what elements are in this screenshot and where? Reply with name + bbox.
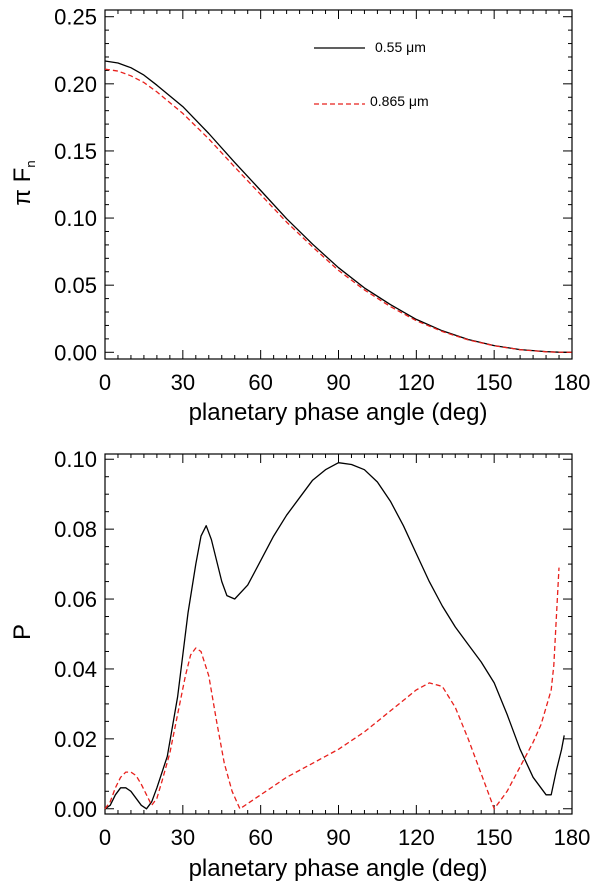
- x-tick-label-bottom: 180: [554, 825, 591, 850]
- y-axis-title-sub-top: n: [23, 160, 38, 167]
- series-line-bottom-0.865um: [104, 567, 560, 810]
- legend-label-0.55: 0.55 μm: [375, 39, 426, 55]
- y-tick-label-top: 0.20: [54, 72, 97, 97]
- y-tick-label-top: 0.05: [54, 273, 97, 298]
- y-tick-label-bottom: 0.04: [54, 657, 97, 682]
- y-tick-label-top: 0.10: [54, 206, 97, 231]
- x-tick-label-bottom: 0: [99, 825, 111, 850]
- y-tick-label-bottom: 0.08: [54, 517, 97, 542]
- y-axis-title-bottom: P: [9, 624, 36, 640]
- series-group-bottom: [104, 462, 565, 810]
- x-tick-label-bottom: 30: [171, 825, 195, 850]
- x-tick-label-bottom: 150: [476, 825, 513, 850]
- x-tick-label-top: 60: [248, 370, 272, 395]
- series-line-bottom-0.55um: [104, 462, 565, 810]
- x-axis-title-bottom: planetary phase angle (deg): [189, 855, 488, 882]
- x-tick-labels-bottom: 0 30 60 90 120 150 180: [99, 825, 590, 850]
- x-tick-label-top: 180: [554, 370, 591, 395]
- x-tick-label-top: 30: [171, 370, 195, 395]
- x-tick-label-bottom: 60: [248, 825, 272, 850]
- ticks-bottom: [104, 454, 573, 814]
- x-tick-label-bottom: 90: [326, 825, 350, 850]
- y-tick-label-top: 0.15: [54, 139, 97, 164]
- ticks-top: [104, 10, 573, 359]
- series-line-top-0.865um: [104, 68, 573, 353]
- svg-text:π Fn: π Fn: [9, 160, 38, 205]
- y-axis-title-top: π Fn: [9, 160, 38, 205]
- y-tick-label-top: 0.25: [54, 5, 97, 30]
- x-tick-labels-top: 0 30 60 90 120 150 180: [99, 370, 590, 395]
- legend: 0.55 μm 0.865 μm: [314, 39, 429, 109]
- y-tick-labels-top: 0.00 0.05 0.10 0.15 0.20 0.25: [54, 5, 97, 366]
- y-axis-title-main-top: π F: [9, 168, 36, 206]
- plot-frame-bottom: [104, 453, 573, 815]
- y-tick-labels-bottom: 0.00 0.02 0.04 0.06 0.08 0.10: [54, 447, 97, 822]
- y-tick-label-bottom: 0.02: [54, 727, 97, 752]
- x-tick-label-top: 0: [99, 370, 111, 395]
- legend-label-0.865: 0.865 μm: [370, 93, 429, 109]
- y-tick-label-bottom: 0.06: [54, 587, 97, 612]
- x-tick-label-top: 120: [398, 370, 435, 395]
- series-line-top-0.55um: [104, 60, 573, 353]
- y-tick-label-bottom: 0.00: [54, 797, 97, 822]
- plot-frame-top: [104, 9, 573, 360]
- x-tick-label-top: 90: [326, 370, 350, 395]
- panel-bottom-polarization: 0 30 60 90 120 150 180 0.00 0.02 0.04 0.06 0.08 0.1…: [9, 447, 590, 882]
- series-group-top: [104, 60, 573, 353]
- panel-top-flux: 0 30 60 90 120 150 180 0.00 0.05 0.10 0.15 0.20 0.2…: [9, 5, 590, 426]
- y-tick-label-top: 0.00: [54, 340, 97, 365]
- x-tick-label-top: 150: [476, 370, 513, 395]
- y-tick-label-bottom: 0.10: [54, 447, 97, 472]
- x-axis-title-top: planetary phase angle (deg): [189, 399, 488, 426]
- x-tick-label-bottom: 120: [398, 825, 435, 850]
